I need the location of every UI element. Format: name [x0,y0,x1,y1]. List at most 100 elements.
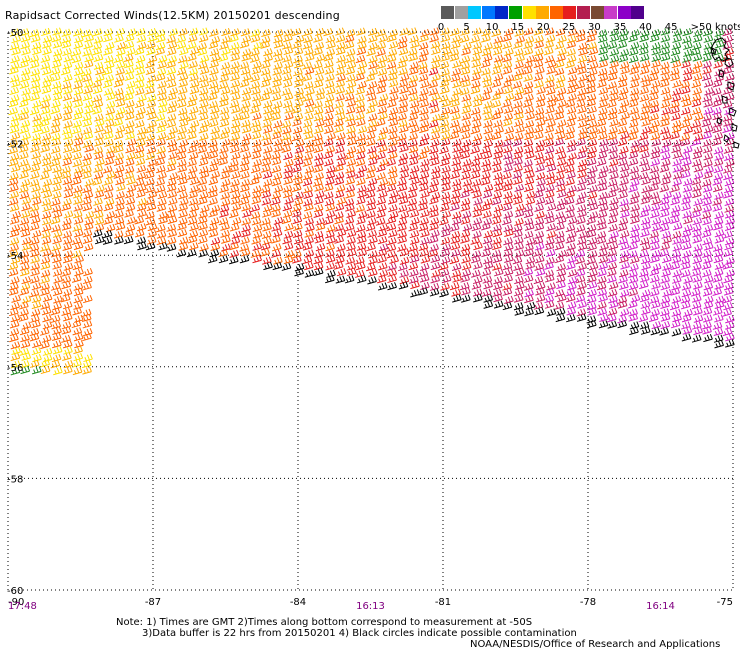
wind-barb [323,216,334,225]
barb-stroke [284,158,294,168]
wind-barb [81,158,92,167]
barb-stroke [397,35,408,44]
wind-barb [356,145,366,154]
barb-stroke [599,165,609,174]
wind-barb [186,125,197,134]
wind-barb [409,209,420,218]
barb-stroke [240,119,251,128]
wind-barb [271,106,281,115]
barb-stroke [524,183,534,193]
wind-barb [262,209,272,218]
barb-stroke [124,171,135,180]
barb-stroke [209,158,220,167]
barb-stroke [407,27,418,36]
wind-barb [640,60,651,69]
wind-barb [218,255,229,264]
wind-barb [346,229,357,238]
wind-barb [30,164,41,173]
wind-barb [355,256,365,265]
barb-stroke [440,53,450,62]
wind-barb [492,262,502,271]
wind-barb [377,105,388,115]
wind-barb [671,191,682,200]
barb-stroke [440,191,451,200]
barb-stroke [252,124,262,133]
barb-stroke [660,61,670,70]
wind-barb [103,191,114,200]
barb-stroke [692,223,702,232]
barb-stroke [187,235,198,244]
barb-stroke [366,164,377,173]
barb-stroke [103,131,114,140]
barb-stroke [535,196,546,205]
wind-barb [502,138,512,148]
barb-stroke [304,249,315,258]
barb-stroke [123,236,134,245]
barb-stroke [577,191,587,200]
wind-barb [376,164,386,173]
barb-stroke [176,41,187,50]
wind-barb [659,209,670,218]
wind-barb [20,178,31,187]
barb-stroke [188,27,199,36]
wind-barb [346,80,357,89]
wind-barb [252,172,262,181]
barb-stroke [680,86,691,95]
wind-barb [577,158,588,168]
wind-barb [273,40,284,49]
barb-stroke [345,55,356,64]
barb-stroke [597,177,607,186]
barb-stroke [431,73,441,82]
barb-stroke [682,67,693,76]
barb-stroke [620,209,630,219]
barb-stroke [714,152,725,161]
barb-stroke [239,243,249,252]
wind-barb [722,86,733,95]
barb-stroke [313,144,324,154]
wind-barb [177,176,188,186]
wind-barb [389,255,399,264]
wind-barb [557,35,567,44]
wind-barb [335,93,345,102]
wind-barb [672,222,683,231]
wind-barb [113,118,124,127]
barb-stroke [628,150,639,160]
barb-stroke [157,132,167,141]
wind-barb [272,126,283,135]
wind-barb [660,100,671,109]
wind-barb [576,93,587,102]
barb-stroke [30,262,40,271]
wind-barb [378,144,388,153]
wind-barb [115,99,126,108]
barb-stroke [556,87,567,96]
barb-stroke [586,256,597,265]
wind-barb [555,74,566,83]
barb-stroke [41,236,52,245]
barb-stroke [355,170,365,179]
barb-stroke [577,164,587,173]
barb-stroke [660,152,671,161]
barb-stroke [134,47,145,56]
barb-stroke [314,158,324,167]
barb-stroke [283,190,293,199]
wind-barb [291,183,302,193]
wind-barb [157,60,167,69]
barb-stroke [239,196,250,206]
barb-stroke [659,164,670,173]
barb-stroke [9,243,19,252]
barb-stroke [523,139,534,148]
wind-barb [659,248,670,258]
barb-stroke [167,229,178,238]
barb-stroke [220,191,231,200]
wind-barb [134,178,145,187]
wind-barb [324,80,335,89]
wind-barb [31,191,41,200]
wind-barb [703,99,713,108]
wind-barb [608,151,619,160]
wind-barb [11,47,21,56]
wind-barb [481,48,492,57]
wind-barb [84,54,94,63]
barb-stroke [11,79,21,88]
barb-stroke [662,235,672,244]
barb-stroke [365,131,376,141]
